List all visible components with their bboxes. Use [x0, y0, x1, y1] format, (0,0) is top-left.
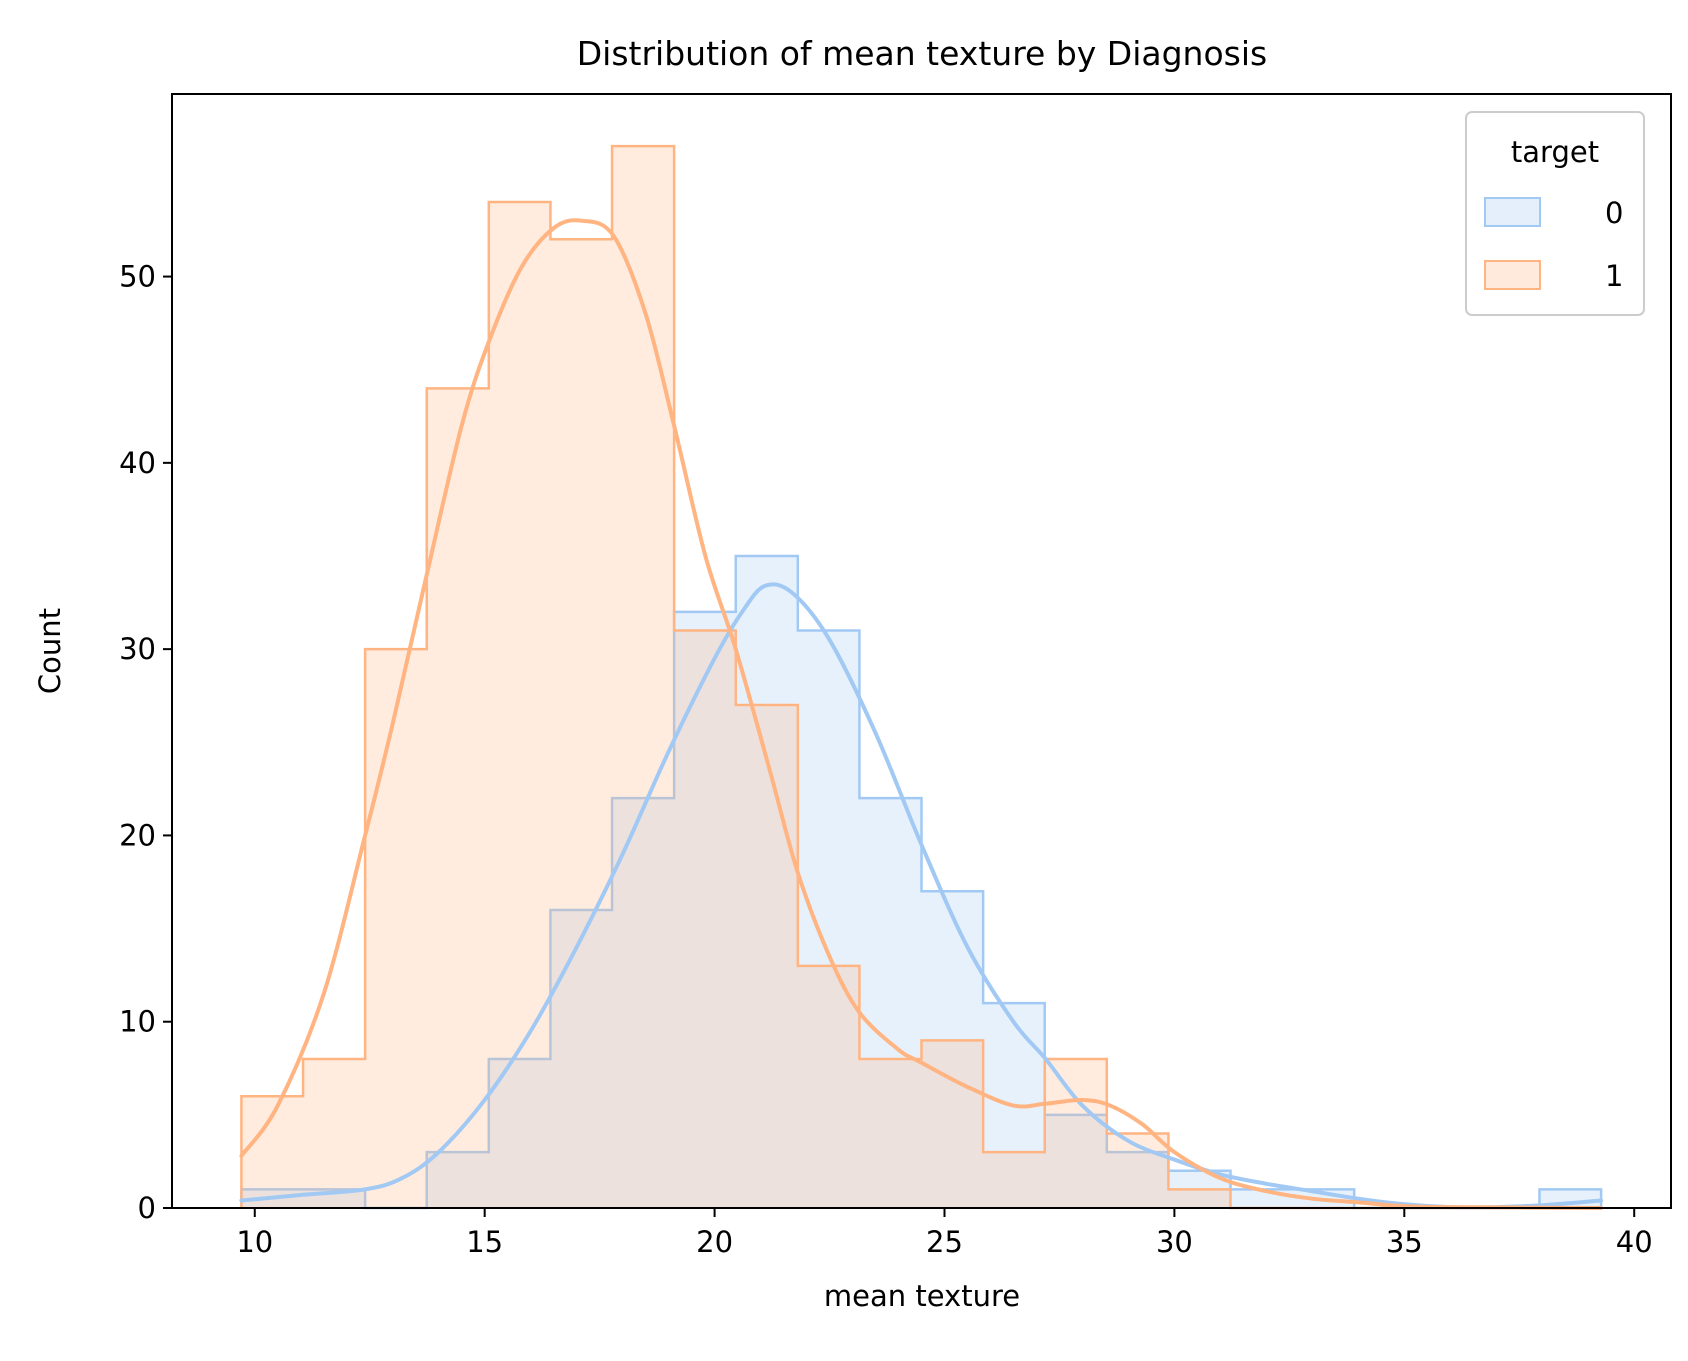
y-tick-label: 30 — [119, 632, 156, 666]
kde-line-1 — [239, 218, 1604, 1210]
histogram-outline-1 — [240, 144, 1602, 1210]
y-tick-label: 50 — [119, 260, 156, 294]
histogram-outline-0 — [240, 554, 1603, 1210]
legend-title: target — [1511, 135, 1599, 169]
kde-line-0 — [239, 582, 1604, 1210]
y-tick-label: 10 — [119, 1005, 156, 1039]
x-tick-label: 40 — [1616, 1225, 1653, 1259]
x-tick-label: 30 — [1156, 1225, 1193, 1259]
y-axis-label: Count — [33, 608, 67, 694]
chart-title: Distribution of mean texture by Diagnosi… — [577, 34, 1267, 73]
series-1 — [240, 144, 1602, 1210]
x-tick-label: 10 — [236, 1225, 273, 1259]
x-axis-ticks: 10 15 20 25 30 35 40 — [236, 1208, 1653, 1259]
legend: target 0 1 — [1465, 111, 1645, 316]
axes-frame — [171, 93, 1672, 1209]
y-tick-label: 20 — [119, 818, 156, 852]
y-tick-label: 0 — [138, 1191, 156, 1225]
x-tick-label: 35 — [1386, 1225, 1423, 1259]
plot-area — [239, 144, 1604, 1210]
series-0 — [240, 554, 1603, 1210]
y-axis-ticks: 0 10 20 30 40 50 — [119, 260, 172, 1225]
y-tick-label: 40 — [119, 446, 156, 480]
x-axis-label: mean texture — [824, 1279, 1020, 1313]
histogram-fill-1 — [241, 146, 1602, 1209]
x-tick-label: 20 — [696, 1225, 733, 1259]
legend-swatch-1 — [1484, 260, 1541, 290]
x-tick-label: 25 — [926, 1225, 963, 1259]
legend-swatch-0 — [1484, 197, 1541, 227]
legend-label-0: 0 — [1605, 196, 1623, 230]
x-tick-label: 15 — [466, 1225, 503, 1259]
legend-label-1: 1 — [1605, 259, 1623, 293]
